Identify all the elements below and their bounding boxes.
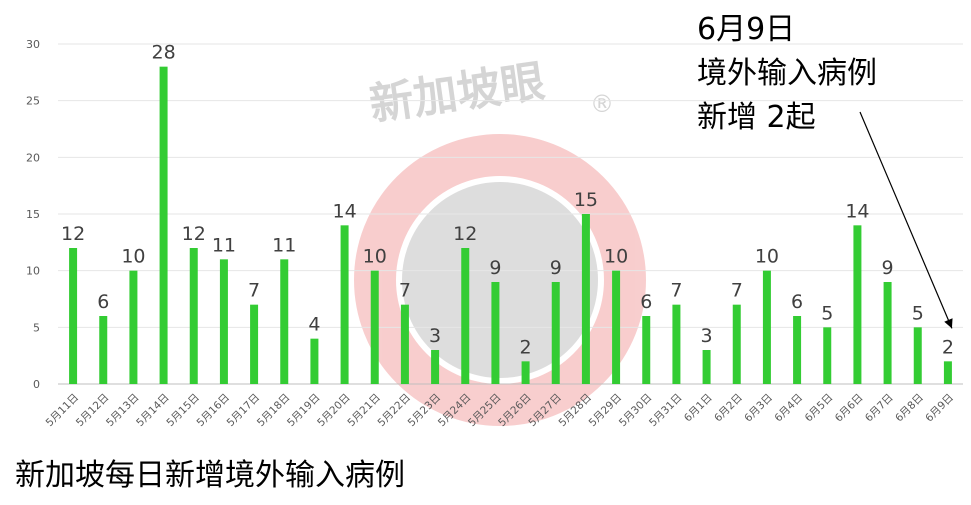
data-label: 6 — [640, 291, 652, 313]
annotation-callout: 6月9日 境外输入病例 新增 2起 — [697, 8, 877, 140]
bar — [732, 304, 741, 384]
data-label: 12 — [453, 223, 477, 245]
annotation-line-2: 境外输入病例 — [697, 56, 877, 91]
bar — [461, 248, 470, 384]
bar — [943, 361, 952, 384]
y-tick-label: 5 — [33, 321, 40, 334]
x-tick-label: 6月6日 — [833, 392, 866, 425]
annotation-arrow — [859, 111, 953, 329]
bar — [69, 248, 78, 384]
data-label: 10 — [121, 246, 145, 268]
gridlines — [58, 43, 963, 385]
x-tick-label: 6月4日 — [772, 392, 805, 425]
bar — [612, 270, 621, 384]
bar — [310, 338, 319, 384]
data-label: 10 — [363, 246, 387, 268]
data-label: 7 — [248, 280, 260, 302]
x-tick-label: 6月5日 — [803, 392, 836, 425]
data-label: 10 — [755, 246, 779, 268]
data-label: 6 — [97, 291, 109, 313]
x-tick-label: 6月7日 — [863, 392, 896, 425]
watermark-mark: ® — [590, 90, 614, 118]
annotation-line-3: 新增 2起 — [697, 100, 816, 135]
bar — [521, 361, 530, 384]
bar — [219, 259, 228, 384]
bar — [551, 282, 560, 384]
y-tick-label: 30 — [26, 38, 40, 51]
x-tick-label: 5月31日 — [647, 392, 685, 430]
bar — [762, 270, 771, 384]
x-tick-label: 6月1日 — [682, 392, 715, 425]
data-label: 9 — [550, 257, 562, 279]
data-label: 14 — [332, 200, 356, 222]
bar — [400, 304, 409, 384]
bar — [431, 350, 440, 384]
bar — [159, 66, 168, 385]
data-label: 10 — [604, 246, 628, 268]
x-tick-label: 6月8日 — [893, 392, 926, 425]
data-label: 3 — [701, 325, 713, 347]
bar — [370, 270, 379, 384]
data-label: 15 — [574, 189, 598, 211]
bar — [280, 259, 289, 384]
data-label: 5 — [821, 302, 833, 324]
bar — [581, 214, 590, 384]
data-labels: 1261028121171141410731292915106737106514… — [61, 42, 954, 359]
data-label: 6 — [791, 291, 803, 313]
bar — [702, 350, 711, 384]
chart-caption: 新加坡每日新增境外输入病例 — [15, 458, 405, 493]
bar — [189, 248, 198, 384]
data-label: 28 — [151, 42, 175, 64]
data-label: 7 — [399, 280, 411, 302]
y-tick-label: 0 — [33, 378, 40, 391]
bar — [99, 316, 108, 384]
data-label: 5 — [912, 302, 924, 324]
data-label: 11 — [212, 234, 236, 256]
y-axis-ticks: 0 5 10 15 20 25 30 — [26, 38, 40, 391]
data-label: 9 — [882, 257, 894, 279]
data-label: 3 — [429, 325, 441, 347]
data-label: 14 — [845, 200, 869, 222]
y-tick-label: 25 — [26, 95, 40, 108]
data-label: 9 — [489, 257, 501, 279]
data-label: 4 — [308, 314, 320, 336]
y-tick-label: 20 — [26, 151, 40, 164]
x-tick-label: 6月3日 — [742, 392, 775, 425]
bar — [642, 316, 651, 384]
data-label: 2 — [942, 336, 954, 358]
bar — [883, 282, 892, 384]
bar — [491, 282, 500, 384]
bar — [129, 270, 138, 384]
bar — [823, 327, 832, 384]
bar — [793, 316, 802, 384]
bar — [853, 225, 862, 384]
data-label: 12 — [61, 223, 85, 245]
bar — [340, 225, 349, 384]
annotation-line-1: 6月9日 — [697, 12, 796, 47]
bar — [250, 304, 259, 384]
y-tick-label: 15 — [26, 208, 40, 221]
data-label: 7 — [670, 280, 682, 302]
bar — [672, 304, 681, 384]
data-label: 2 — [520, 336, 532, 358]
watermark: 新加坡眼 ® — [354, 56, 646, 426]
data-label: 7 — [731, 280, 743, 302]
watermark-text: 新加坡眼 — [366, 56, 547, 131]
bar — [913, 327, 922, 384]
data-label: 11 — [272, 234, 296, 256]
data-label: 12 — [182, 223, 206, 245]
x-tick-label: 6月9日 — [923, 392, 956, 425]
x-tick-label: 6月2日 — [712, 392, 745, 425]
y-tick-label: 10 — [26, 265, 40, 278]
bars — [69, 66, 952, 385]
